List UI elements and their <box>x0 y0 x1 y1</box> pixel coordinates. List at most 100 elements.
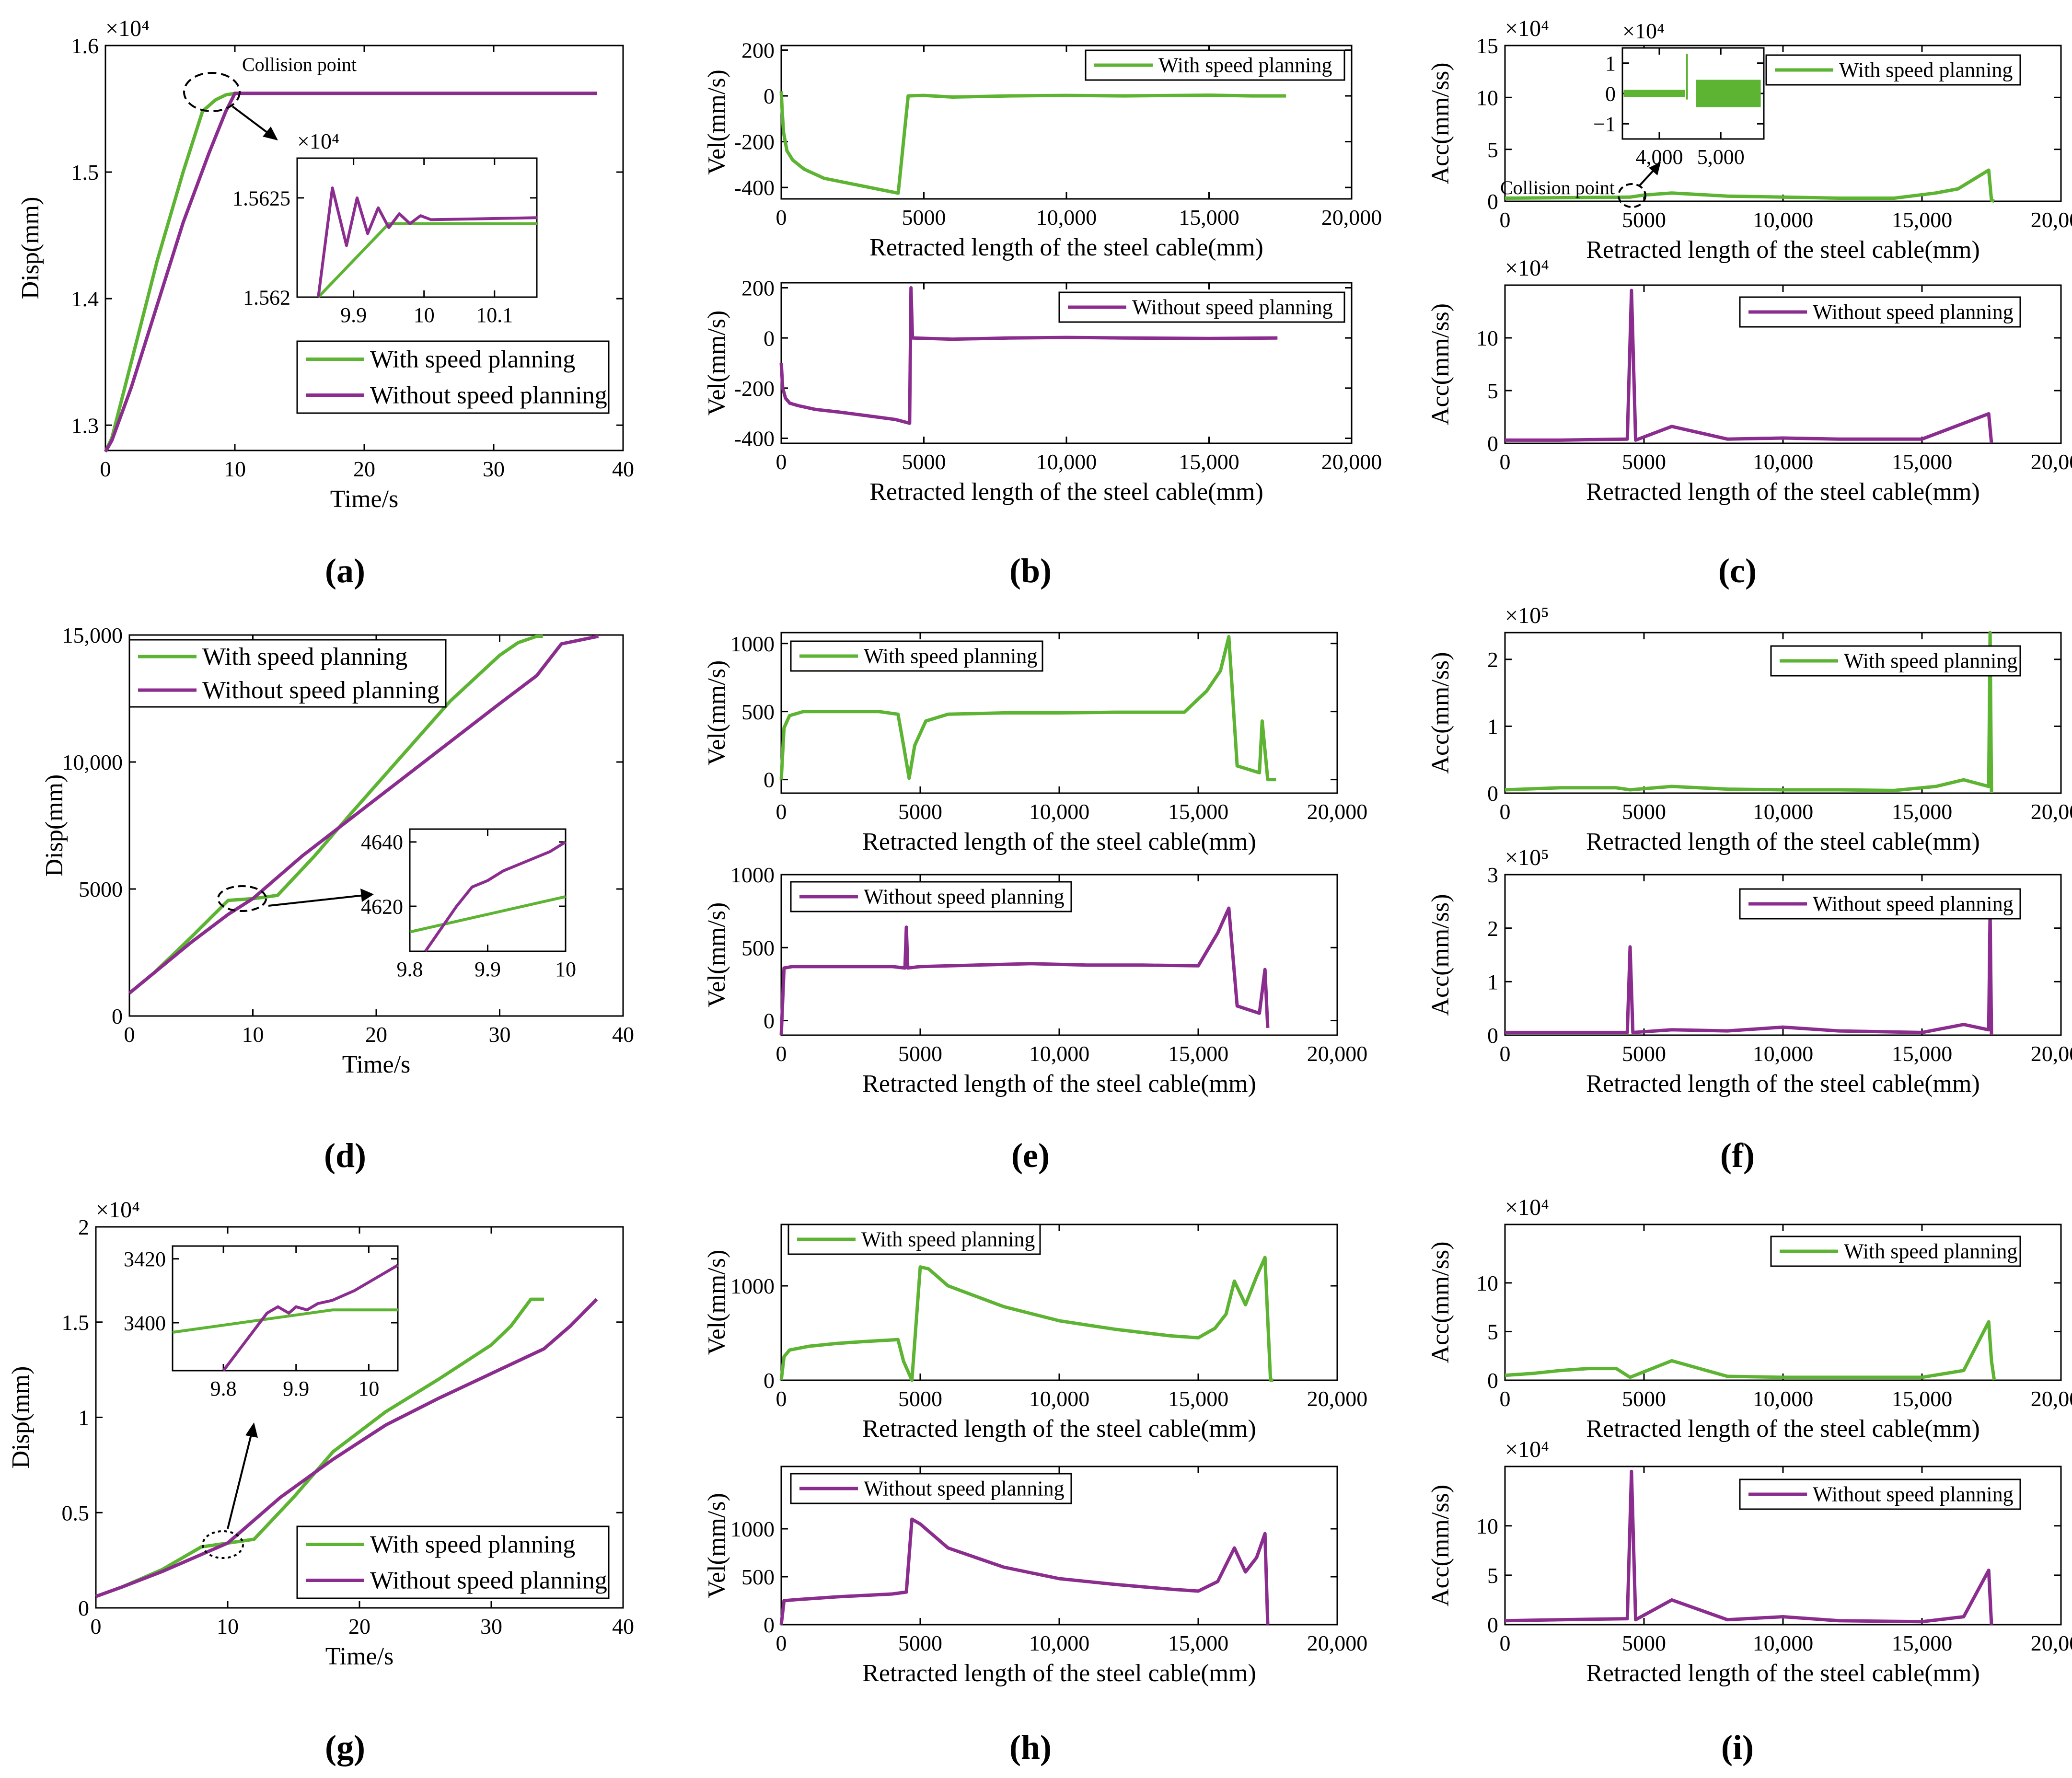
chart-i_with: 0 5000 10,000 15,000 20,000 0 5 10 ×10⁴ Retracted… <box>1427 1195 2072 1443</box>
y-tick-label: 500 <box>741 935 775 960</box>
x-axis-label: Retracted length of the steel cable(mm) <box>1586 1415 1980 1443</box>
axis-exponent: ×10⁴ <box>1505 1437 1549 1462</box>
y-tick-label: 1000 <box>730 863 775 887</box>
x-tick-label: 5,000 <box>1697 145 1745 169</box>
x-tick-label: 0 <box>1500 450 1511 474</box>
y-tick-label: -400 <box>734 175 775 200</box>
x-tick-label: 5000 <box>902 450 946 474</box>
y-tick-label: 10 <box>1476 1271 1498 1295</box>
y-tick-label: 4620 <box>361 895 403 918</box>
chart-b_without: 0 5000 10,000 15,000 20,000 -400 -200 0 200 Retra… <box>703 276 1382 506</box>
y-axis-label: Acc(mm/ss) <box>1427 303 1454 425</box>
y-tick-label: 3400 <box>124 1311 166 1335</box>
y-tick-label: 1.3 <box>71 413 99 438</box>
series-without-speed-planning <box>95 1298 598 1598</box>
x-axis-label: Retracted length of the steel cable(mm) <box>862 1070 1256 1097</box>
series-without-speed-planning <box>779 906 1270 1036</box>
arrow-head <box>263 127 278 140</box>
y-tick-label: 0 <box>764 84 775 108</box>
panel-labels: (a) (b) (c) (d) (e) (f) (g) (h) (i) <box>324 552 1757 1766</box>
arrow-head <box>1649 162 1661 175</box>
x-tick-label: 15,000 <box>1179 450 1239 474</box>
axis-exponent: ×10⁴ <box>105 16 150 41</box>
x-tick-label: 9.8 <box>210 1377 237 1400</box>
y-tick-label: 0 <box>764 1368 775 1393</box>
plot-frame <box>172 1245 399 1372</box>
y-axis-label: Vel(mm/s) <box>703 902 730 1008</box>
series-with-speed-planning <box>317 222 537 299</box>
x-tick-label: 20,000 <box>1307 1631 1368 1655</box>
x-tick-label: 20,000 <box>2031 1041 2072 1066</box>
x-tick-label: 9.9 <box>283 1377 309 1400</box>
chart-b_with: 0 5000 10,000 15,000 20,000 -400 -200 0 200 Retra… <box>703 38 1382 261</box>
y-tick-label: 0 <box>1487 189 1498 214</box>
y-tick-label: 5 <box>1487 138 1498 162</box>
series-with-speed-planning <box>1505 631 1993 794</box>
series-without-speed-planning <box>222 1264 399 1372</box>
y-tick-label: 1.4 <box>71 287 99 311</box>
x-tick-label: 0 <box>1500 1041 1511 1066</box>
inset-g: 9.8 9.9 10 3400 3420 <box>124 1245 399 1400</box>
x-tick-label: 20 <box>365 1022 387 1047</box>
legend-label-with: With speed planning <box>1158 54 1332 77</box>
y-axis-label: Disp(mm) <box>17 197 44 300</box>
x-tick-label: 5000 <box>902 205 946 230</box>
inset-d: 9.8 9.9 10 4620 4640 <box>361 828 576 981</box>
x-tick-label: 20,000 <box>2031 208 2072 232</box>
x-tick-label: 0 <box>124 1022 135 1047</box>
x-tick-label: 10,000 <box>1029 799 1090 824</box>
plot-frame <box>409 828 567 952</box>
y-tick-label: 2 <box>78 1215 89 1239</box>
y-tick-label: 0 <box>1487 781 1498 806</box>
chart-e_with: 0 5000 10,000 15,000 20,000 0 500 1000 Retracted… <box>703 632 1367 855</box>
x-tick-label: 10,000 <box>1753 208 1814 232</box>
x-axis-label: Retracted length of the steel cable(mm) <box>1586 478 1980 506</box>
x-tick-label: 5000 <box>898 1631 942 1655</box>
collision-ellipse <box>202 1530 244 1559</box>
x-tick-label: 20,000 <box>1307 1041 1368 1066</box>
y-tick-label: 0 <box>764 326 775 350</box>
x-tick-label: 15,000 <box>1892 1041 1953 1066</box>
y-tick-label: 1000 <box>730 632 775 656</box>
panel-label: (f) <box>1720 1136 1755 1175</box>
arrow-line <box>232 105 272 136</box>
y-tick-label: 0 <box>1487 431 1498 456</box>
y-tick-label: 10 <box>1476 1514 1498 1538</box>
arrow-line <box>227 1432 253 1529</box>
x-axis-label: Retracted length of the steel cable(mm) <box>862 1415 1256 1443</box>
series-with-speed-planning <box>409 895 566 934</box>
y-axis-label: Vel(mm/s) <box>703 69 730 175</box>
x-tick-label: 0 <box>776 1631 787 1655</box>
series-with-speed-planning <box>1505 1320 1996 1381</box>
chart-h_with: 0 5000 10,000 15,000 20,000 0 1000 Retracted le… <box>703 1224 1367 1443</box>
chart-f_with: 0 5000 10,000 15,000 20,000 0 1 2 ×10⁵ Retracted … <box>1427 603 2072 855</box>
y-tick-label: 1 <box>1487 715 1498 739</box>
x-tick-label: 0 <box>776 799 787 824</box>
y-tick-label: 5000 <box>79 877 123 901</box>
x-tick-label: 20,000 <box>1321 205 1382 230</box>
x-tick-label: 15,000 <box>1892 450 1953 474</box>
x-tick-label: 10 <box>242 1022 264 1047</box>
y-tick-label: 0 <box>112 1004 123 1028</box>
x-tick-label: 20,000 <box>2031 1386 2072 1411</box>
x-tick-label: 15,000 <box>1168 799 1229 824</box>
inset-c-content: Collision point <box>1500 54 1761 208</box>
axis-exponent: ×10⁵ <box>1505 845 1549 870</box>
x-axis-label: Retracted length of the steel cable(mm) <box>1586 828 1980 855</box>
x-tick-label: 15,000 <box>1179 205 1239 230</box>
y-tick-label: 500 <box>741 1565 775 1589</box>
x-tick-label: 5000 <box>898 799 942 824</box>
x-tick-label: 10,000 <box>1036 205 1097 230</box>
y-axis-label: Disp(mm) <box>7 1366 35 1469</box>
axis-exponent: ×10⁴ <box>1505 255 1549 281</box>
x-axis-label: Time/s <box>342 1051 411 1078</box>
y-tick-label: 1 <box>1487 970 1498 994</box>
x-tick-label: 0 <box>776 1041 787 1066</box>
legend-label-with: With speed planning <box>370 346 575 373</box>
x-tick-label: 20,000 <box>2031 799 2072 824</box>
x-axis-label: Retracted length of the steel cable(mm) <box>869 234 1263 261</box>
series-with-speed-planning <box>779 635 1276 782</box>
x-tick-label: 10 <box>217 1614 239 1639</box>
y-tick-label: -400 <box>734 427 775 451</box>
